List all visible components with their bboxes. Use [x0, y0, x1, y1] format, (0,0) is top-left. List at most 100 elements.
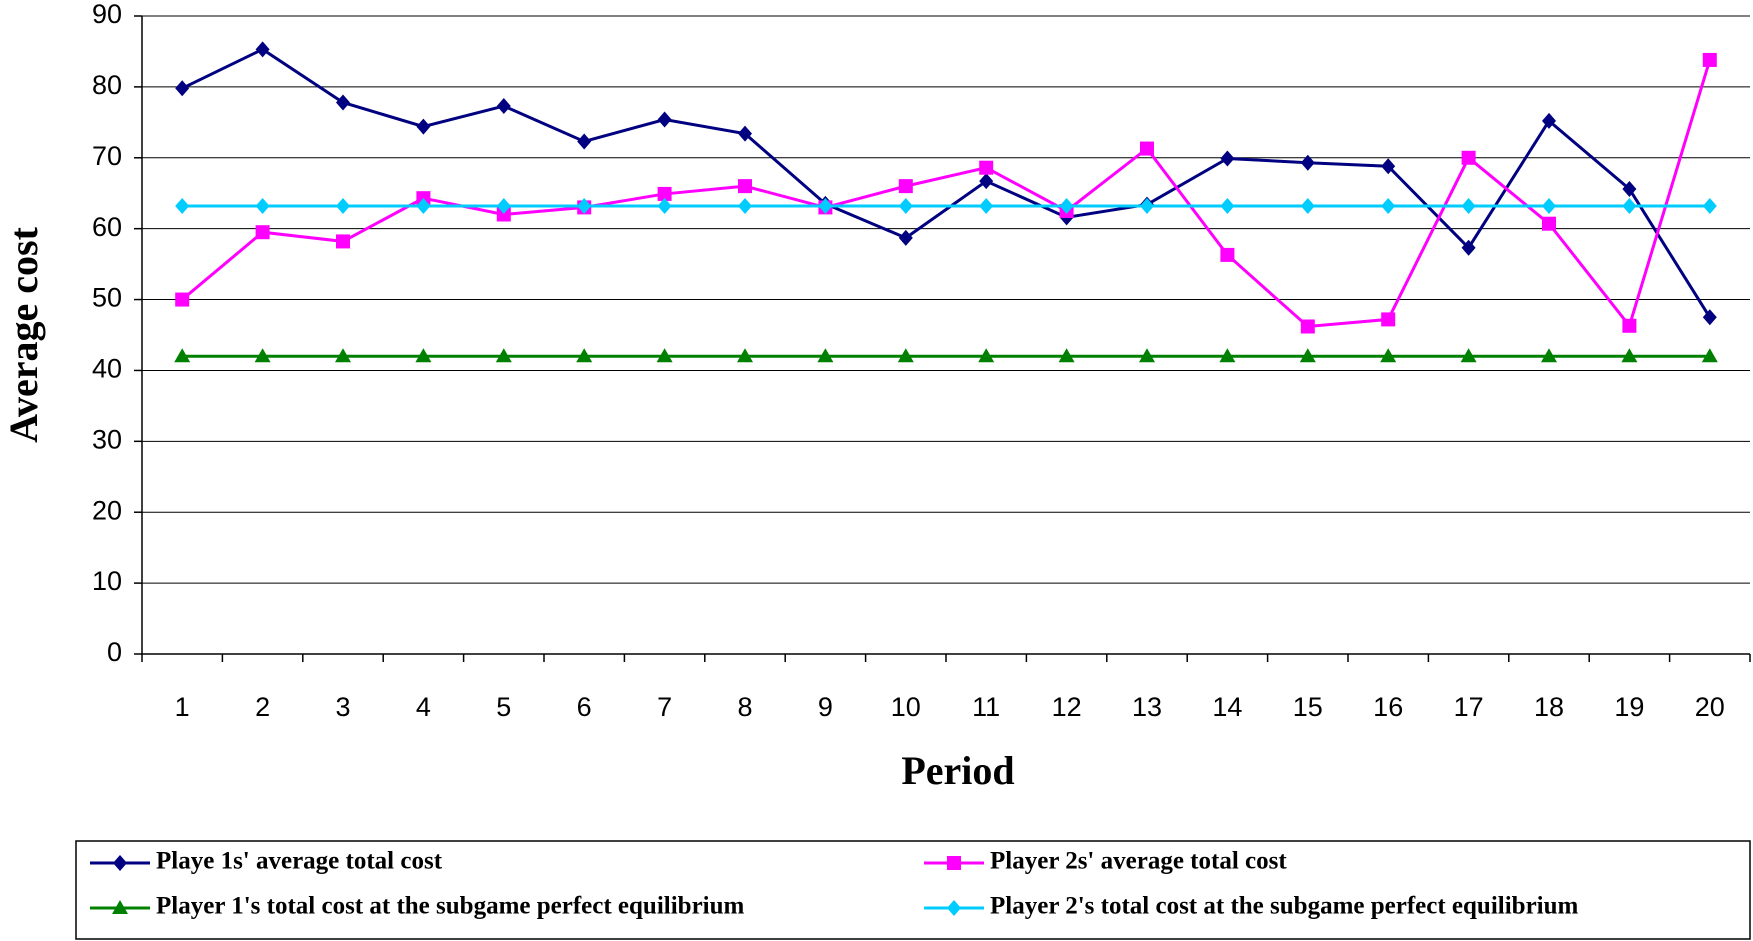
legend-box [75, 840, 1751, 940]
y-tick-label: 70 [92, 141, 122, 171]
marker [1541, 348, 1557, 363]
series-line [181, 47, 1712, 319]
marker [1058, 348, 1075, 363]
marker [1622, 197, 1637, 214]
x-tick-label: 20 [1695, 692, 1725, 722]
marker [175, 197, 190, 214]
marker [1461, 197, 1476, 214]
marker [1220, 247, 1235, 262]
marker [656, 348, 673, 363]
marker [174, 348, 191, 363]
y-tick-label: 0 [107, 637, 122, 667]
marker [113, 855, 127, 871]
x-tick-label: 17 [1454, 692, 1484, 722]
x-tick-label: 8 [737, 692, 752, 722]
marker [1220, 150, 1235, 167]
marker [1542, 197, 1556, 214]
y-tick-label: 80 [92, 70, 122, 100]
marker [947, 856, 961, 870]
marker [1701, 348, 1718, 363]
x-tick-label: 2 [255, 692, 270, 722]
marker [336, 94, 350, 111]
x-tick-label: 7 [657, 692, 672, 722]
marker [1220, 197, 1235, 214]
marker [336, 234, 350, 249]
x-tick-label: 6 [577, 692, 592, 722]
marker [496, 207, 511, 222]
marker [978, 348, 995, 363]
marker [335, 348, 351, 363]
marker [1381, 312, 1396, 327]
marker [1542, 216, 1556, 231]
marker [979, 160, 994, 175]
x-tick-label: 18 [1534, 692, 1564, 722]
x-tick-label: 10 [891, 692, 921, 722]
marker [415, 348, 432, 363]
marker [1542, 112, 1556, 129]
marker [1702, 197, 1717, 214]
x-tick-label: 14 [1212, 692, 1242, 722]
legend-label: Player 1's total cost at the subgame per… [156, 893, 745, 920]
marker [577, 197, 592, 214]
marker [979, 197, 994, 214]
legend-label: Playe 1s' average total cost [156, 848, 443, 875]
marker [657, 197, 672, 214]
marker [112, 900, 128, 914]
marker [817, 348, 834, 363]
marker [1300, 154, 1315, 171]
x-tick-label: 4 [416, 692, 431, 722]
y-tick-label: 30 [92, 424, 122, 454]
x-tick-label: 16 [1373, 692, 1403, 722]
marker [1461, 150, 1476, 165]
marker [576, 348, 593, 363]
marker [1380, 348, 1397, 363]
marker [496, 197, 511, 214]
marker [1300, 319, 1315, 334]
marker [657, 111, 672, 128]
marker [1139, 348, 1155, 363]
y-tick-label: 90 [92, 0, 122, 29]
marker [175, 80, 190, 97]
legend-label: Player 2s' average total cost [990, 848, 1287, 875]
marker [738, 179, 752, 194]
x-tick-label: 3 [335, 692, 350, 722]
marker [898, 179, 913, 194]
x-tick-label: 9 [818, 692, 833, 722]
marker [898, 229, 913, 246]
marker [1622, 180, 1637, 197]
legend-label: Player 2's total cost at the subgame per… [990, 893, 1579, 920]
marker [979, 173, 994, 190]
marker [657, 186, 672, 201]
marker [1460, 348, 1477, 363]
y-tick-label: 50 [92, 283, 122, 313]
marker [818, 197, 833, 214]
marker [1140, 197, 1154, 214]
marker [737, 348, 753, 363]
marker [1461, 239, 1476, 256]
marker [1622, 318, 1637, 333]
marker [1219, 348, 1236, 363]
marker [254, 348, 271, 363]
y-axis-title: Average cost [1, 226, 46, 443]
marker [897, 348, 914, 363]
marker [898, 197, 913, 214]
marker [255, 225, 270, 240]
marker [175, 292, 190, 307]
marker [416, 197, 431, 214]
y-tick-label: 60 [92, 212, 122, 242]
marker [1299, 348, 1316, 363]
y-tick-label: 20 [92, 495, 122, 525]
x-tick-label: 13 [1132, 692, 1162, 722]
marker [1059, 197, 1074, 214]
marker [1381, 197, 1396, 214]
x-axis-title: Period [901, 748, 1014, 793]
marker [947, 900, 961, 916]
y-tick-label: 40 [92, 354, 122, 384]
marker [336, 197, 350, 214]
x-tick-label: 1 [175, 692, 190, 722]
marker [1140, 141, 1154, 156]
marker [1381, 158, 1396, 175]
x-tick-label: 19 [1614, 692, 1644, 722]
marker [495, 348, 512, 363]
